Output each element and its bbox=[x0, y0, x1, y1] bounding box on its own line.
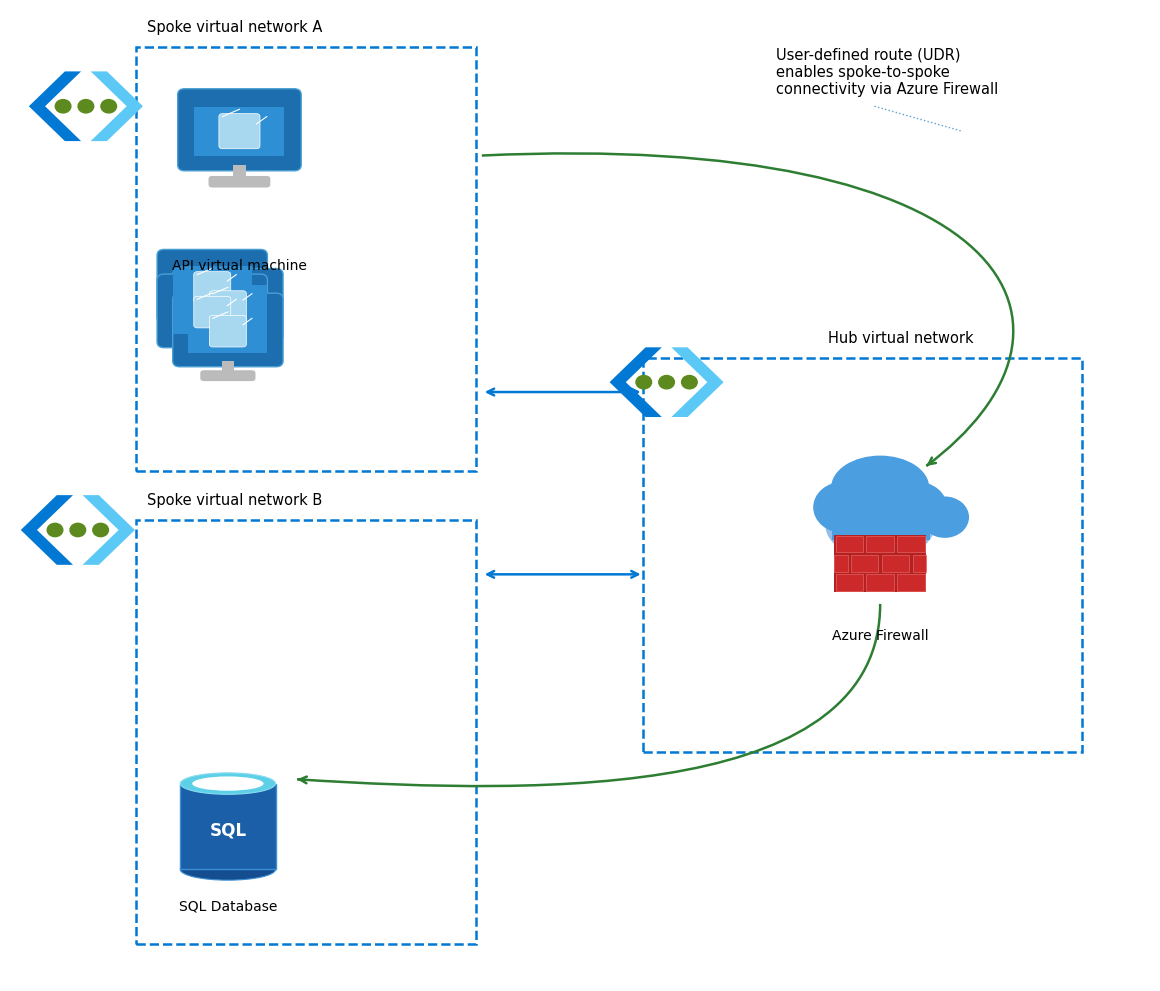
Ellipse shape bbox=[180, 773, 276, 795]
Ellipse shape bbox=[831, 456, 929, 519]
Ellipse shape bbox=[825, 491, 935, 560]
Text: User-defined route (UDR)
enables spoke-to-spoke
connectivity via Azure Firewall: User-defined route (UDR) enables spoke-t… bbox=[776, 48, 999, 97]
FancyBboxPatch shape bbox=[233, 165, 246, 179]
FancyBboxPatch shape bbox=[867, 536, 894, 553]
Circle shape bbox=[93, 523, 108, 537]
Circle shape bbox=[682, 376, 697, 388]
Circle shape bbox=[78, 99, 94, 113]
Text: SQL Database: SQL Database bbox=[179, 900, 277, 914]
FancyBboxPatch shape bbox=[882, 555, 909, 572]
Text: Azure Firewall: Azure Firewall bbox=[832, 628, 928, 642]
FancyBboxPatch shape bbox=[173, 293, 283, 367]
FancyBboxPatch shape bbox=[173, 266, 252, 309]
Text: Spoke virtual network A: Spoke virtual network A bbox=[147, 20, 322, 36]
Polygon shape bbox=[29, 71, 81, 141]
Circle shape bbox=[659, 376, 674, 388]
FancyBboxPatch shape bbox=[898, 536, 925, 553]
FancyBboxPatch shape bbox=[194, 272, 231, 303]
FancyBboxPatch shape bbox=[173, 269, 283, 342]
Ellipse shape bbox=[887, 482, 947, 533]
Circle shape bbox=[70, 523, 86, 537]
FancyBboxPatch shape bbox=[188, 310, 268, 353]
Polygon shape bbox=[90, 71, 143, 141]
Polygon shape bbox=[82, 496, 135, 565]
FancyBboxPatch shape bbox=[222, 361, 233, 374]
Bar bbox=[644, 358, 1082, 752]
FancyBboxPatch shape bbox=[834, 555, 848, 572]
FancyBboxPatch shape bbox=[867, 575, 894, 591]
Circle shape bbox=[48, 523, 63, 537]
Text: Hub virtual network: Hub virtual network bbox=[828, 331, 973, 346]
FancyBboxPatch shape bbox=[209, 176, 270, 187]
FancyBboxPatch shape bbox=[835, 575, 863, 591]
FancyBboxPatch shape bbox=[898, 575, 925, 591]
FancyBboxPatch shape bbox=[206, 342, 218, 354]
FancyBboxPatch shape bbox=[157, 250, 268, 323]
Text: Spoke virtual network B: Spoke virtual network B bbox=[147, 494, 322, 508]
Text: API virtual machine: API virtual machine bbox=[172, 259, 307, 273]
FancyBboxPatch shape bbox=[188, 285, 268, 328]
Circle shape bbox=[56, 99, 71, 113]
Circle shape bbox=[101, 99, 116, 113]
FancyBboxPatch shape bbox=[177, 89, 302, 170]
Polygon shape bbox=[672, 347, 724, 417]
Circle shape bbox=[636, 376, 652, 388]
FancyBboxPatch shape bbox=[157, 275, 268, 348]
Ellipse shape bbox=[193, 776, 263, 791]
FancyBboxPatch shape bbox=[201, 346, 255, 357]
Polygon shape bbox=[21, 496, 73, 565]
FancyBboxPatch shape bbox=[184, 327, 240, 337]
FancyBboxPatch shape bbox=[210, 315, 246, 347]
FancyBboxPatch shape bbox=[851, 555, 878, 572]
FancyBboxPatch shape bbox=[173, 290, 252, 334]
FancyBboxPatch shape bbox=[195, 107, 284, 156]
FancyBboxPatch shape bbox=[201, 371, 255, 382]
FancyBboxPatch shape bbox=[832, 502, 930, 540]
Bar bbox=[136, 48, 476, 471]
Bar bbox=[136, 520, 476, 943]
FancyBboxPatch shape bbox=[184, 351, 240, 362]
FancyBboxPatch shape bbox=[219, 114, 260, 149]
Ellipse shape bbox=[813, 482, 873, 533]
FancyBboxPatch shape bbox=[835, 536, 863, 553]
FancyBboxPatch shape bbox=[913, 555, 927, 572]
FancyBboxPatch shape bbox=[210, 290, 246, 322]
FancyBboxPatch shape bbox=[834, 535, 927, 592]
FancyBboxPatch shape bbox=[222, 336, 233, 349]
FancyBboxPatch shape bbox=[206, 317, 218, 329]
Ellipse shape bbox=[180, 858, 276, 880]
Ellipse shape bbox=[921, 496, 969, 538]
FancyBboxPatch shape bbox=[194, 296, 231, 328]
Text: SQL: SQL bbox=[209, 822, 246, 839]
Polygon shape bbox=[609, 347, 662, 417]
FancyBboxPatch shape bbox=[180, 784, 276, 869]
